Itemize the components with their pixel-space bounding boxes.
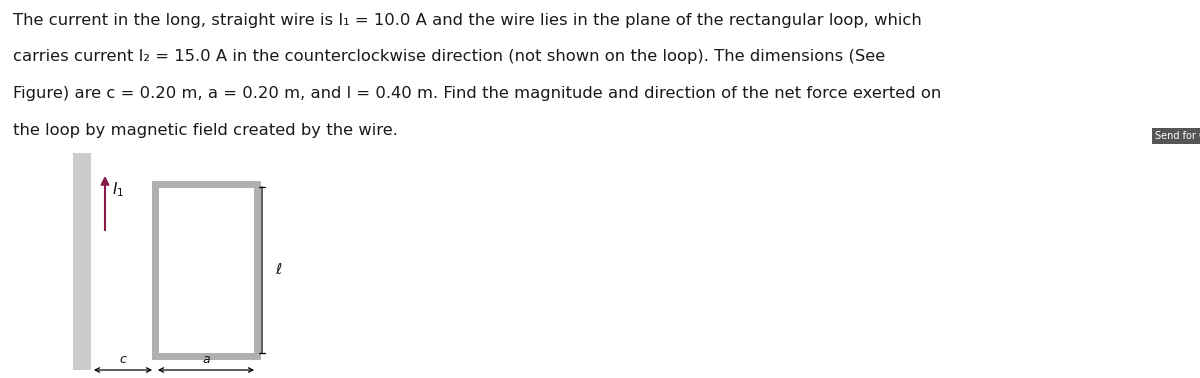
Text: The current in the long, straight wire is I₁ = 10.0 A and the wire lies in the p: The current in the long, straight wire i… xyxy=(13,13,922,28)
Text: $a$: $a$ xyxy=(202,353,210,366)
Text: $\ell$: $\ell$ xyxy=(275,262,282,277)
Text: Send for Cor: Send for Cor xyxy=(1154,131,1200,141)
Text: the loop by magnetic field created by the wire.: the loop by magnetic field created by th… xyxy=(13,122,398,138)
Bar xyxy=(155,184,257,356)
Text: Figure) are c = 0.20 m, a = 0.20 m, and l = 0.40 m. Find the magnitude and direc: Figure) are c = 0.20 m, a = 0.20 m, and … xyxy=(13,86,941,101)
Text: $I_1$: $I_1$ xyxy=(112,181,125,199)
Text: $c$: $c$ xyxy=(119,353,127,366)
Text: carries current I₂ = 15.0 A in the counterclockwise direction (not shown on the : carries current I₂ = 15.0 A in the count… xyxy=(13,50,886,65)
Bar xyxy=(73,153,91,370)
